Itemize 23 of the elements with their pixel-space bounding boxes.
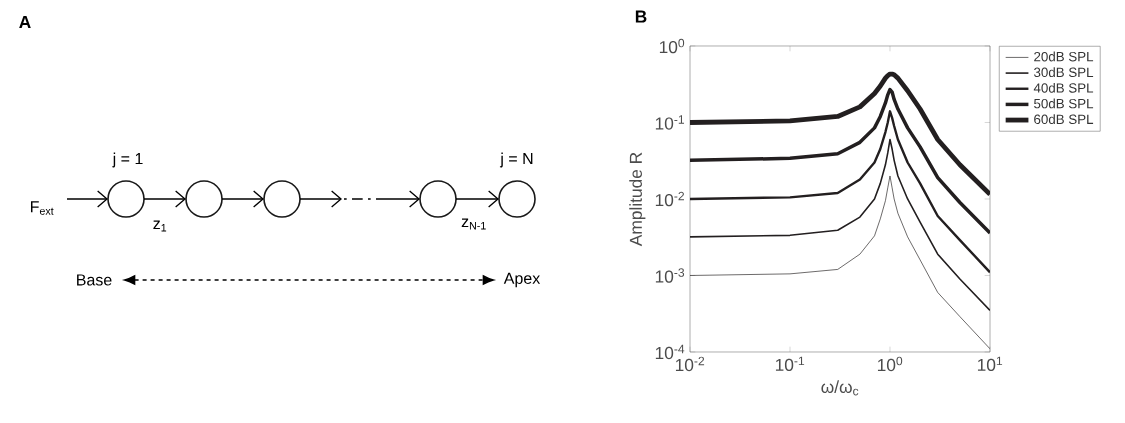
text: z$_{N-1}$ <box>461 218 486 230</box>
x-tick-label: 10$^{-1}$ <box>775 356 805 372</box>
y-tick-label: 10$^{0}$ <box>659 38 685 54</box>
text: F$_{ext}$ <box>30 201 54 215</box>
text: Apex <box>503 272 541 288</box>
text: j = N <box>499 152 533 168</box>
legend-label: 40dB SPL <box>1033 82 1094 93</box>
chart-title: B <box>635 10 647 23</box>
legend-label: 50dB SPL <box>1034 98 1094 109</box>
y-tick-label: 10$^{-2}$ <box>655 191 684 207</box>
x-tick-label: 10$^{1}$ <box>977 356 1003 372</box>
legend-label: 30dB SPL <box>1033 67 1094 78</box>
y-tick-label: 10$^{-3}$ <box>655 268 685 283</box>
text: z$_{1}$ <box>153 220 167 232</box>
x-tick-label: 10$^{0}$ <box>877 356 903 372</box>
y-axis-title: Amplitude R <box>629 152 646 247</box>
text: Base <box>77 274 112 286</box>
text: j = 1 <box>112 152 143 168</box>
text: A <box>19 16 31 28</box>
x-axis-title: ω/ω$_{c}$ <box>821 380 859 396</box>
legend-label: 60dB SPL <box>1034 114 1094 125</box>
y-tick-label: 10$^{-1}$ <box>655 115 685 130</box>
legend-label: 20dB SPL <box>1034 51 1094 62</box>
